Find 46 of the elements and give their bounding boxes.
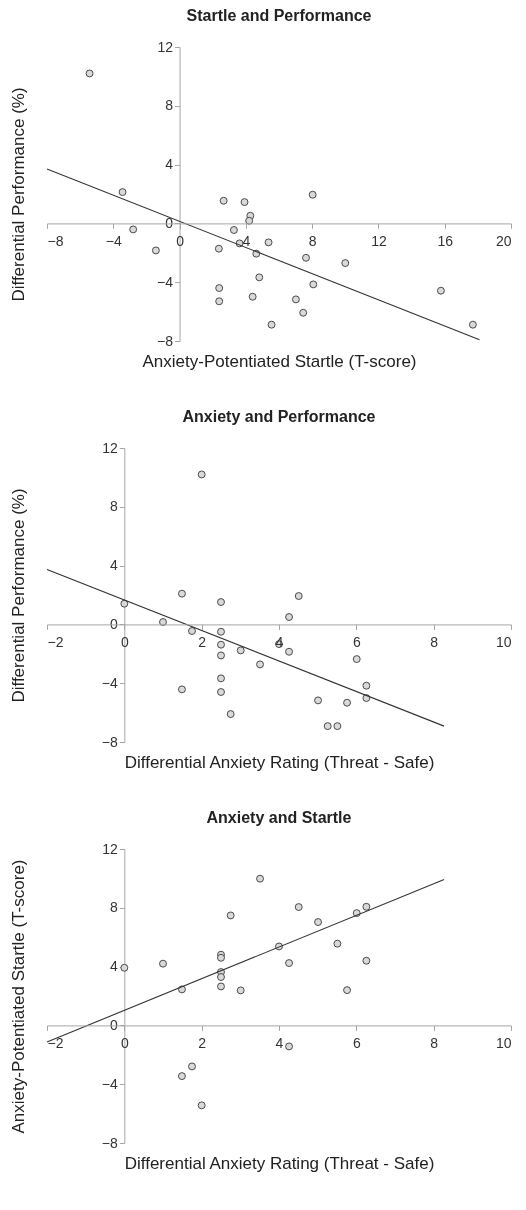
x-tick-label: 4 [242, 232, 251, 249]
x-tick-label: −8 [47, 232, 64, 249]
x-tick-label: 0 [176, 232, 185, 249]
y-tick-label: 4 [165, 156, 174, 173]
x-tick-label: 4 [275, 1034, 284, 1051]
x-tick-label: 10 [495, 1034, 512, 1051]
y-axis-title: Anxiety-Potentiated Startle (T-score) [8, 859, 28, 1134]
x-axis-title: Anxiety-Potentiated Startle (T-score) [142, 351, 417, 371]
y-tick-label: 8 [165, 97, 174, 114]
y-axis-title: Differential Performance (%) [8, 87, 28, 302]
y-tick-label: −4 [157, 273, 174, 290]
x-tick-label: 2 [198, 633, 207, 650]
x-tick-label: 6 [352, 1034, 361, 1051]
x-tick-label: 16 [437, 232, 454, 249]
y-tick-label: −4 [101, 674, 119, 691]
y-tick-label: −4 [101, 1075, 119, 1092]
y-tick-label: 0 [110, 615, 119, 632]
chart-title: Startle and Performance [186, 7, 372, 24]
x-tick-label: 8 [430, 1034, 439, 1051]
y-tick-label: 4 [110, 557, 119, 574]
y-axis-title: Differential Performance (%) [8, 488, 28, 703]
x-tick-label: 12 [371, 232, 387, 249]
x-tick-label: 10 [495, 633, 512, 650]
y-tick-label: 12 [102, 840, 119, 857]
y-tick-label: 0 [165, 214, 174, 231]
chart-title: Anxiety and Performance [182, 408, 376, 425]
x-tick-label: 20 [495, 232, 512, 249]
x-tick-label: 8 [430, 633, 439, 650]
x-tick-label: 8 [308, 232, 317, 249]
x-tick-label: −2 [47, 633, 64, 650]
x-axis-title: Differential Anxiety Rating (Threat - Safe) [124, 752, 435, 772]
y-tick-label: −8 [101, 1134, 119, 1151]
x-axis-title: Differential Anxiety Rating (Threat - Safe) [124, 1153, 435, 1173]
x-tick-label: 6 [352, 633, 361, 650]
y-tick-label: 8 [110, 498, 119, 515]
y-tick-label: 4 [110, 958, 119, 975]
chart-title: Anxiety and Startle [206, 809, 352, 826]
y-tick-label: 0 [110, 1016, 119, 1033]
y-tick-label: 12 [157, 38, 174, 55]
y-tick-label: −8 [157, 332, 174, 349]
y-tick-label: 12 [102, 439, 119, 456]
y-tick-label: −8 [101, 733, 119, 750]
x-tick-label: 2 [198, 1034, 207, 1051]
y-tick-label: 8 [110, 899, 119, 916]
x-tick-label: −2 [47, 1034, 64, 1051]
x-tick-label: 4 [275, 633, 284, 650]
